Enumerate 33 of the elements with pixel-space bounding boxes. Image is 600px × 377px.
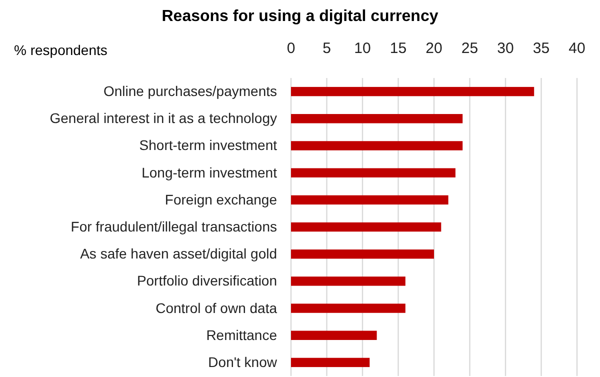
bar bbox=[291, 195, 448, 205]
y-tick-label: Control of own data bbox=[156, 300, 278, 316]
y-tick-label: As safe haven asset/digital gold bbox=[80, 246, 277, 262]
x-axis-title: % respondents bbox=[14, 42, 108, 58]
bar bbox=[291, 141, 463, 150]
y-tick-label: Foreign exchange bbox=[164, 191, 278, 208]
x-tick-label: 25 bbox=[461, 40, 478, 57]
chart-title: Reasons for using a digital currency bbox=[162, 8, 438, 25]
bar bbox=[291, 304, 406, 313]
y-tick-label: Online purchases/payments bbox=[103, 83, 277, 100]
y-tick-label: For fraudulent/illegal transactions bbox=[70, 218, 277, 234]
bar bbox=[291, 249, 434, 259]
y-tick-label: Portfolio diversification bbox=[136, 272, 277, 289]
bar bbox=[291, 358, 370, 368]
x-tick-label: 35 bbox=[532, 40, 550, 57]
x-tick-label: 40 bbox=[568, 40, 586, 57]
bar bbox=[291, 222, 442, 232]
bar bbox=[291, 276, 406, 286]
x-tick-label: 5 bbox=[322, 40, 331, 57]
y-tick-label: Short-term investment bbox=[139, 137, 278, 154]
bar bbox=[291, 168, 456, 178]
bar bbox=[291, 330, 377, 340]
x-tick-label: 15 bbox=[390, 40, 407, 57]
x-tick-label: 0 bbox=[286, 40, 296, 57]
x-tick-label: 20 bbox=[426, 40, 442, 57]
x-tick-label: 10 bbox=[354, 40, 371, 57]
y-tick-label: Long-term investment bbox=[142, 164, 278, 180]
x-tick-label: 30 bbox=[497, 40, 514, 57]
y-tick-label: General interest in it as a technology bbox=[50, 110, 277, 126]
bar bbox=[291, 86, 534, 96]
y-tick-label: Remittance bbox=[206, 326, 278, 343]
y-tick-label: Don't know bbox=[208, 354, 278, 370]
bar bbox=[291, 114, 463, 124]
